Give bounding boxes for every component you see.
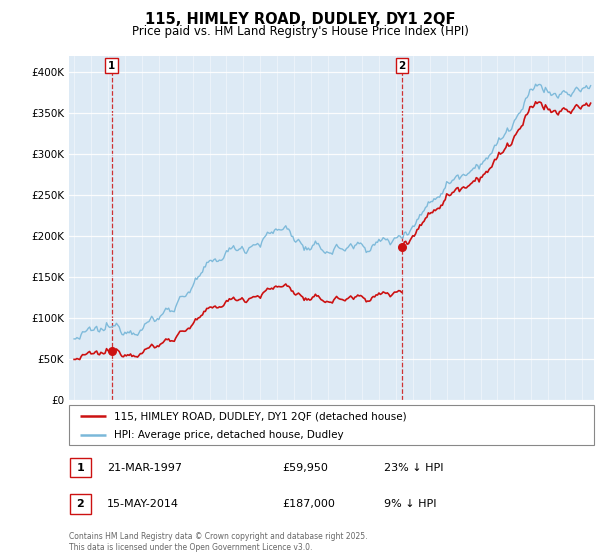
Text: 1: 1 <box>108 61 115 71</box>
Text: 15-MAY-2014: 15-MAY-2014 <box>107 499 179 509</box>
Text: 115, HIMLEY ROAD, DUDLEY, DY1 2QF (detached house): 115, HIMLEY ROAD, DUDLEY, DY1 2QF (detac… <box>113 411 406 421</box>
Text: 115, HIMLEY ROAD, DUDLEY, DY1 2QF: 115, HIMLEY ROAD, DUDLEY, DY1 2QF <box>145 12 455 27</box>
Point <box>107 347 116 356</box>
Text: 2: 2 <box>398 61 406 71</box>
Text: £59,950: £59,950 <box>282 463 328 473</box>
Text: 9% ↓ HPI: 9% ↓ HPI <box>384 499 437 509</box>
Text: 2: 2 <box>77 499 84 509</box>
Text: HPI: Average price, detached house, Dudley: HPI: Average price, detached house, Dudl… <box>113 430 343 440</box>
Text: £187,000: £187,000 <box>282 499 335 509</box>
Text: 21-MAR-1997: 21-MAR-1997 <box>107 463 182 473</box>
Text: 1: 1 <box>77 463 84 473</box>
Text: Price paid vs. HM Land Registry's House Price Index (HPI): Price paid vs. HM Land Registry's House … <box>131 25 469 38</box>
Text: Contains HM Land Registry data © Crown copyright and database right 2025.
This d: Contains HM Land Registry data © Crown c… <box>69 532 367 552</box>
Text: 23% ↓ HPI: 23% ↓ HPI <box>384 463 443 473</box>
Point <box>397 242 407 251</box>
